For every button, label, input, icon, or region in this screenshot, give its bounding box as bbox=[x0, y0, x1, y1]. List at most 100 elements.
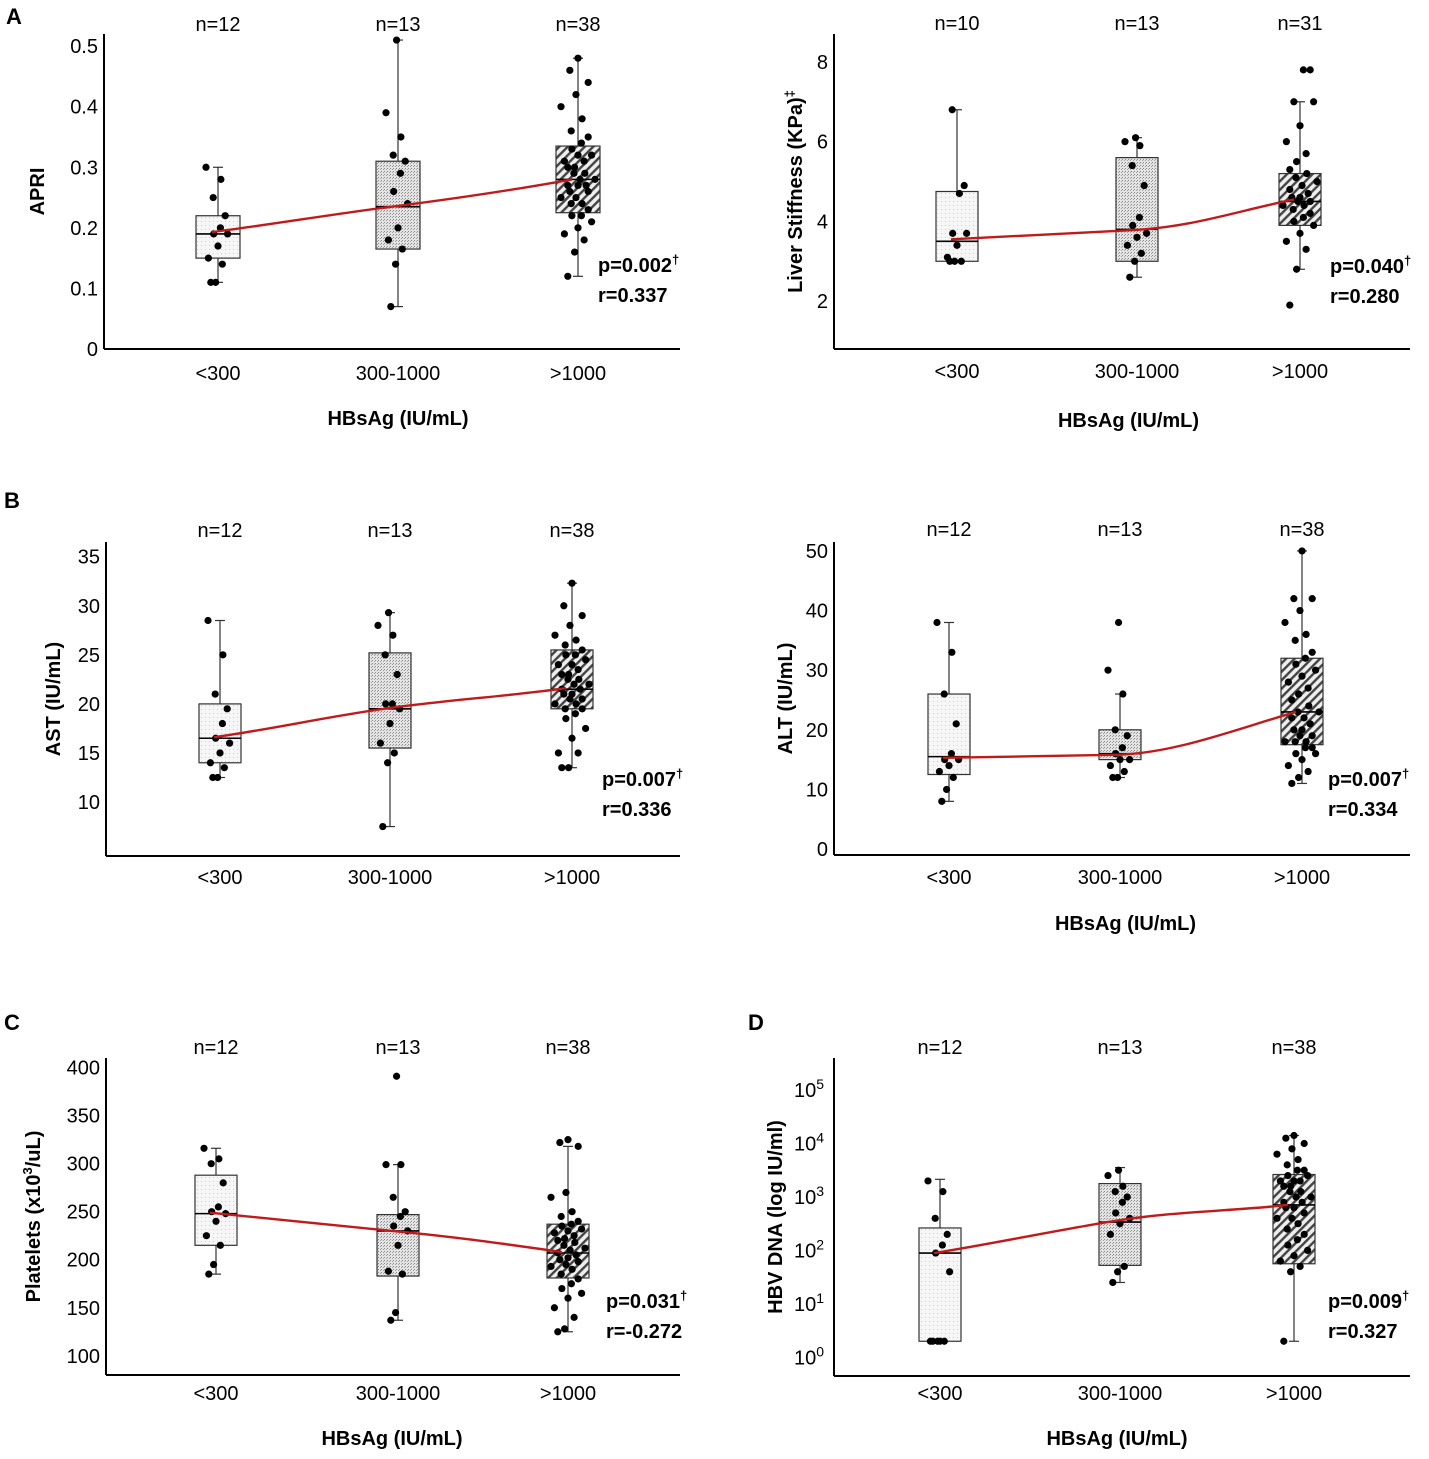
alt-data-point bbox=[1123, 732, 1131, 740]
apri-data-point bbox=[564, 163, 572, 171]
alt-data-point bbox=[1290, 726, 1298, 734]
platelets-ytick-label: 250 bbox=[67, 1202, 100, 1224]
ast-data-point bbox=[578, 705, 586, 713]
alt-data-point bbox=[1292, 660, 1300, 668]
alt-data-point bbox=[1111, 726, 1119, 734]
liver-data-point bbox=[1296, 229, 1304, 237]
hbvdna-data-point bbox=[1290, 1252, 1298, 1260]
ast-n-label: n=13 bbox=[367, 520, 412, 542]
alt-ytick-label: 10 bbox=[806, 779, 828, 801]
platelets-ytick-label: 100 bbox=[67, 1346, 100, 1368]
alt-data-point bbox=[1291, 636, 1299, 644]
ast-ytick-label: 30 bbox=[78, 596, 100, 618]
alt-data-point bbox=[935, 767, 944, 776]
liver-data-point bbox=[1310, 221, 1318, 229]
hbvdna-data-point bbox=[1294, 1155, 1302, 1164]
ast-data-point bbox=[568, 734, 576, 742]
platelets-data-point bbox=[564, 1136, 572, 1144]
liver-data-point bbox=[1310, 98, 1318, 106]
liver-data-point bbox=[1293, 157, 1301, 166]
ast-data-point bbox=[219, 651, 227, 659]
platelets-x-axis-label: HBsAg (IU/mL) bbox=[321, 1428, 462, 1450]
ast-data-point bbox=[578, 646, 586, 654]
alt-data-point bbox=[1281, 738, 1289, 746]
apri-data-point bbox=[218, 260, 226, 268]
apri-data-point bbox=[571, 163, 579, 171]
liver-data-point bbox=[1292, 173, 1300, 182]
apri-data-point bbox=[394, 224, 402, 232]
apri-data-point bbox=[397, 133, 405, 141]
ast-data-point bbox=[554, 749, 563, 757]
hbvdna-category-label: <300 bbox=[917, 1383, 962, 1405]
ast-data-point bbox=[558, 764, 566, 772]
alt-n-label: n=38 bbox=[1279, 519, 1324, 541]
platelets-data-point bbox=[394, 1241, 402, 1249]
apri-data-point bbox=[577, 139, 586, 147]
apri-data-point bbox=[221, 212, 229, 220]
chart-apri: 0 0.1 0.2 0.3 0.4 0.5 APRI <300 n=12 300-1000 n=13… bbox=[27, 14, 680, 430]
apri-data-point bbox=[572, 193, 580, 202]
hbvdna-data-point bbox=[1294, 1220, 1302, 1228]
alt-data-point bbox=[948, 648, 956, 656]
ast-data-point bbox=[571, 710, 580, 718]
hbvdna-data-point bbox=[1283, 1225, 1291, 1233]
apri-data-point bbox=[572, 90, 580, 99]
platelets-data-point bbox=[570, 1313, 578, 1321]
platelets-data-point bbox=[401, 1208, 409, 1216]
liver-n-label: n=13 bbox=[1114, 13, 1159, 35]
ast-ytick-label: 10 bbox=[78, 792, 100, 814]
hbvdna-data-point bbox=[1286, 1188, 1294, 1196]
liver-ytick-label: 4 bbox=[817, 211, 828, 233]
hbvdna-ytick-label: 104 bbox=[794, 1130, 824, 1156]
alt-data-point bbox=[1315, 708, 1323, 716]
hbvdna-data-point bbox=[1300, 1230, 1308, 1238]
hbvdna-data-point bbox=[1288, 1145, 1296, 1153]
ast-data-point bbox=[381, 651, 389, 659]
platelets-data-point bbox=[578, 1225, 586, 1233]
apri-n-label: n=13 bbox=[375, 14, 420, 36]
apri-data-point bbox=[217, 175, 225, 183]
liver-data-point bbox=[1131, 134, 1140, 142]
ast-data-point bbox=[565, 670, 573, 679]
ast-data-point bbox=[388, 700, 396, 708]
liver-data-point bbox=[1131, 257, 1139, 265]
ast-data-point bbox=[551, 700, 559, 708]
apri-data-point bbox=[564, 272, 572, 280]
apri-data-point bbox=[566, 187, 574, 196]
hbvdna-data-point bbox=[1296, 1262, 1304, 1271]
apri-p-value: p=0.002† bbox=[598, 252, 679, 277]
platelets-data-point bbox=[571, 1238, 579, 1247]
hbvdna-data-point bbox=[1276, 1177, 1284, 1185]
platelets-data-point bbox=[547, 1193, 555, 1201]
alt-trend-line bbox=[942, 710, 1297, 760]
apri-r-value: r=0.337 bbox=[598, 285, 668, 307]
liver-data-point bbox=[1286, 185, 1294, 194]
alt-category-label: <300 bbox=[926, 867, 971, 889]
liver-data-point bbox=[1286, 301, 1294, 309]
platelets-data-point bbox=[216, 1241, 224, 1249]
apri-box bbox=[195, 215, 241, 259]
liver-data-point bbox=[1286, 165, 1294, 174]
liver-data-point bbox=[951, 257, 959, 265]
ast-data-point bbox=[389, 631, 397, 639]
platelets-data-point bbox=[568, 1265, 576, 1273]
apri-data-point bbox=[224, 230, 232, 238]
apri-data-point bbox=[396, 169, 404, 177]
liver-data-point bbox=[1293, 265, 1301, 273]
apri-data-point bbox=[588, 218, 596, 226]
apri-data-point bbox=[384, 236, 392, 244]
chart-liver-stiffness: 2 4 6 8 Liver Stiffness (KPa)‡ <300 n=10 300-10… bbox=[782, 13, 1411, 432]
liver-box bbox=[1115, 157, 1159, 262]
liver-data-point bbox=[1289, 205, 1297, 214]
liver-data-point bbox=[1303, 169, 1311, 178]
ast-ytick-label: 15 bbox=[78, 743, 100, 765]
alt-data-point bbox=[1290, 595, 1298, 603]
platelets-data-point bbox=[215, 1155, 223, 1163]
hbvdna-data-point bbox=[1304, 1171, 1312, 1180]
ast-data-point bbox=[220, 764, 228, 772]
ast-data-point bbox=[574, 749, 582, 757]
platelets-data-point bbox=[574, 1142, 582, 1150]
ast-data-point bbox=[558, 670, 566, 679]
hbvdna-data-point bbox=[924, 1177, 932, 1185]
hbvdna-ytick-label: 103 bbox=[794, 1183, 824, 1209]
